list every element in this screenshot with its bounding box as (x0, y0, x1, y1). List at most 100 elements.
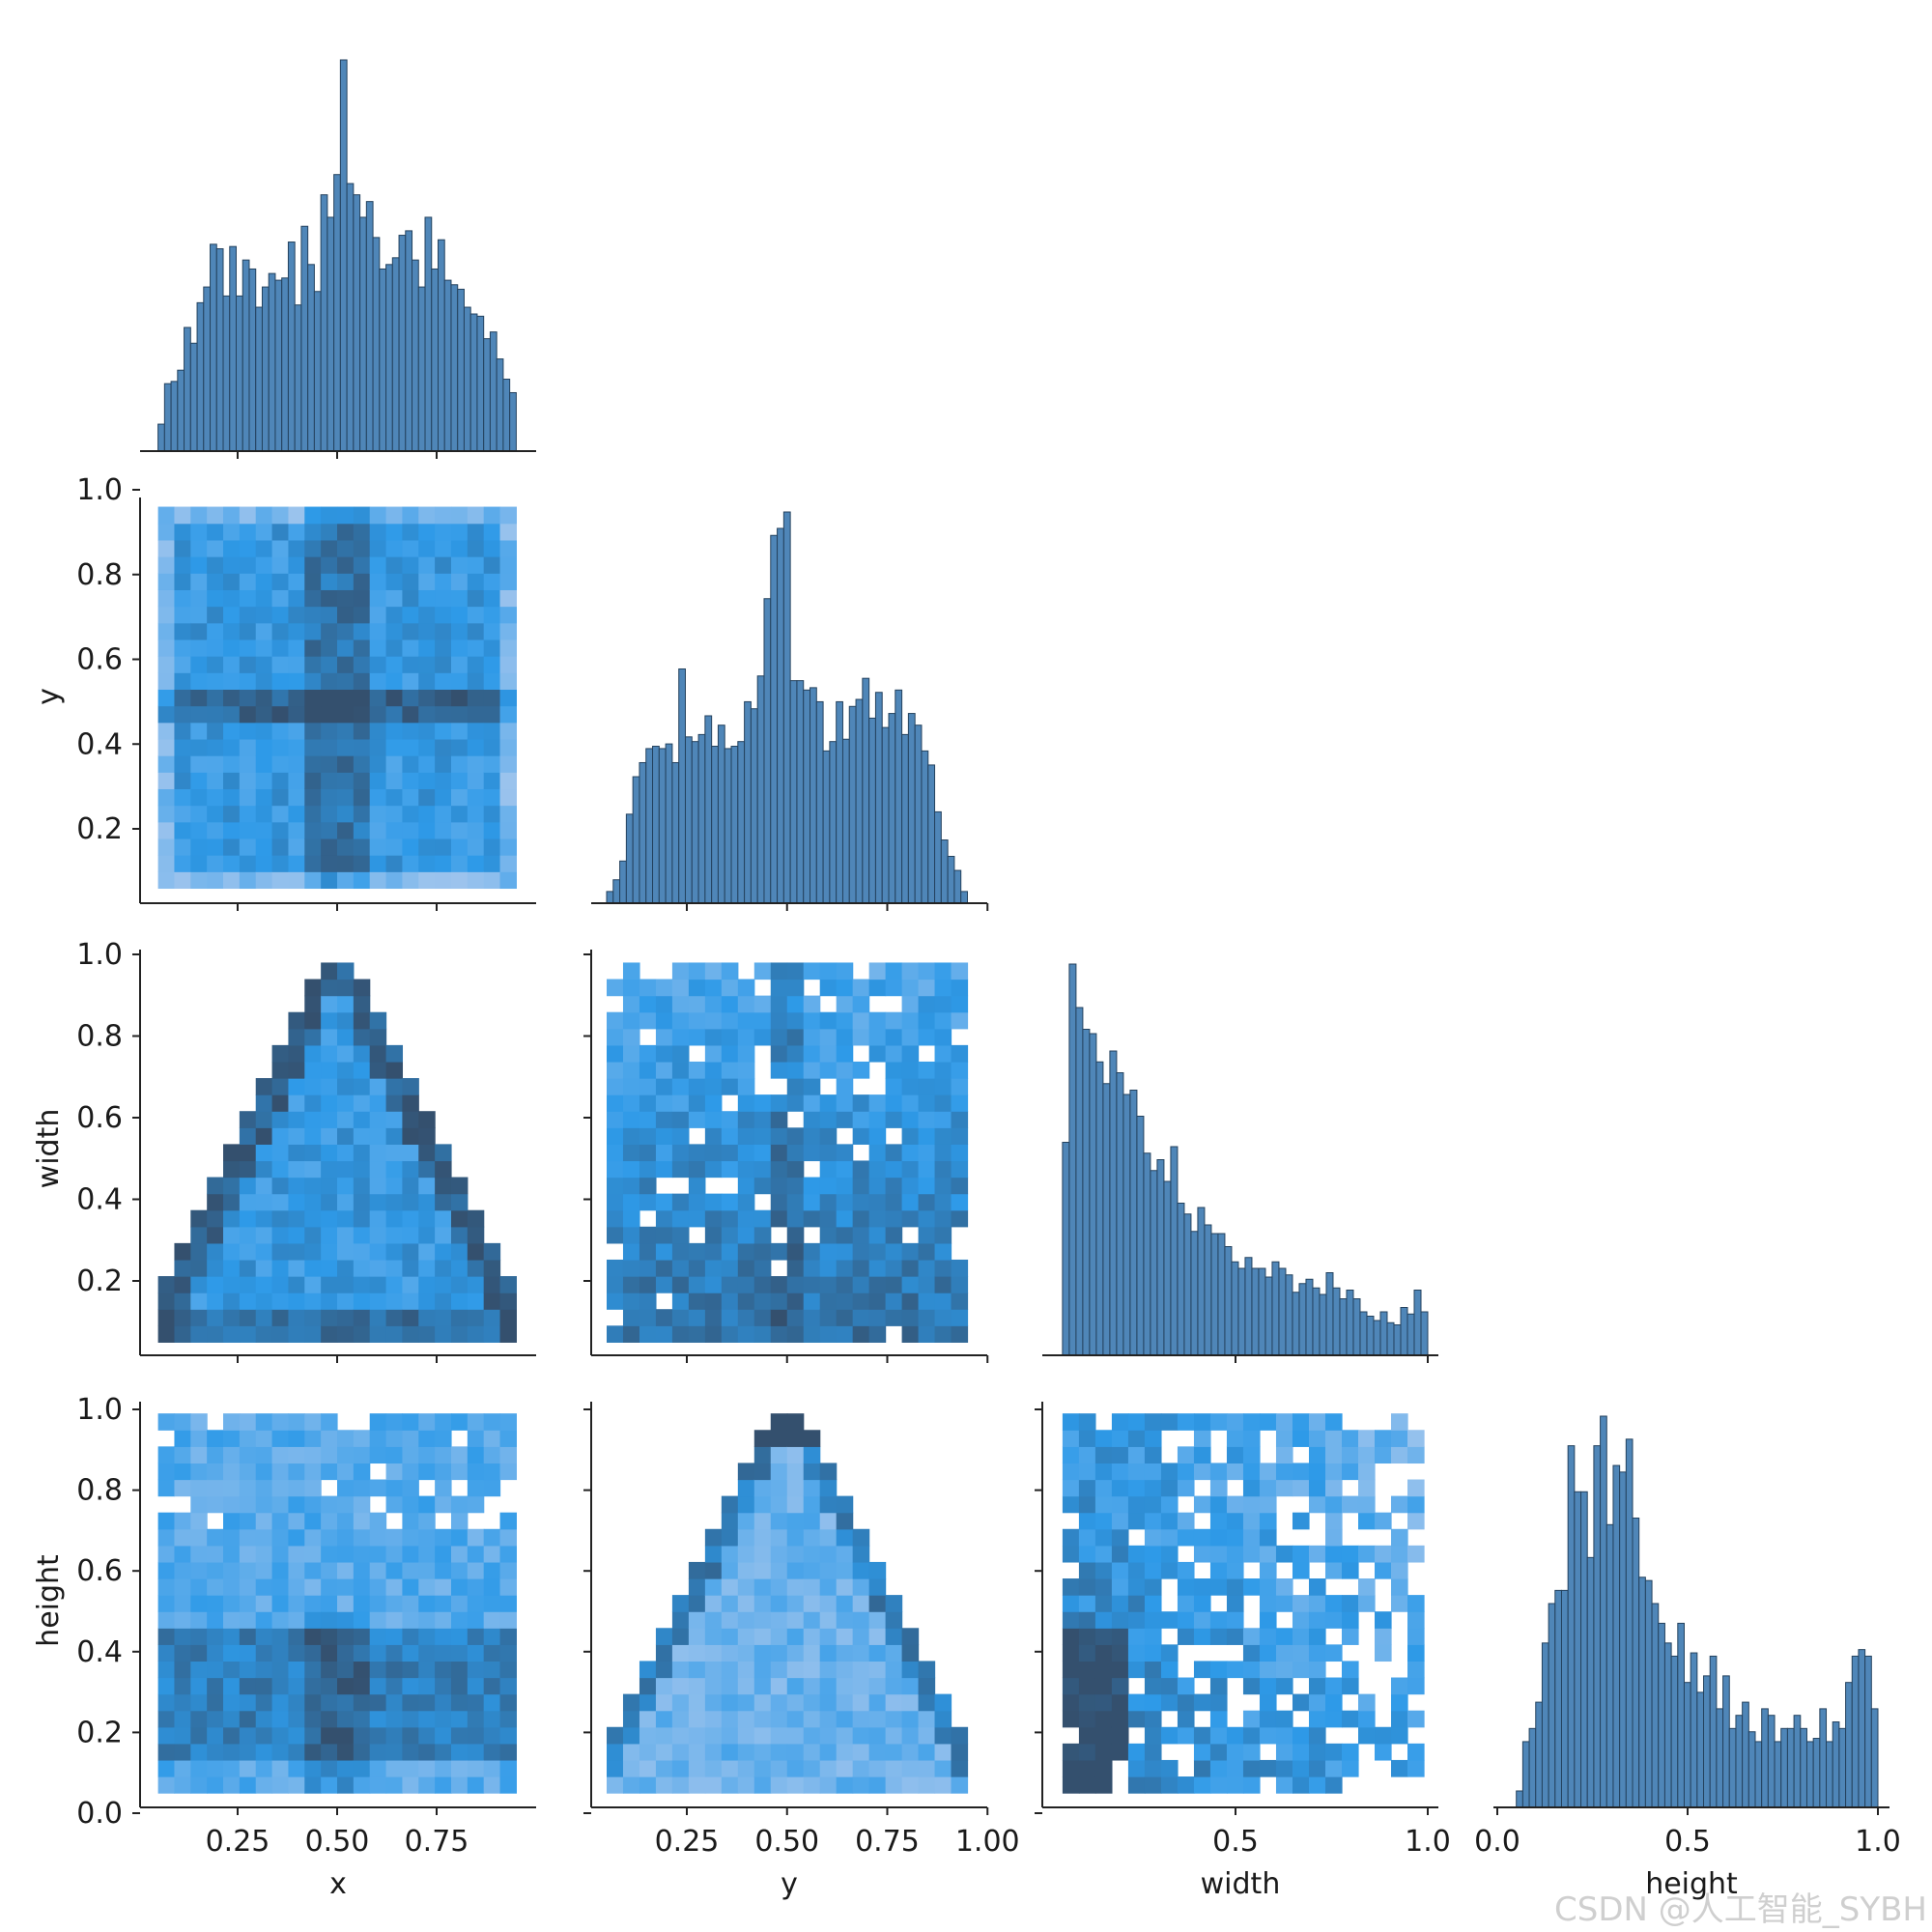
hist-bar (1516, 1790, 1523, 1808)
heatmap-cell (951, 962, 969, 980)
heatmap-cell (770, 1309, 788, 1326)
hist-bar (177, 369, 185, 452)
heatmap-cell (304, 1743, 322, 1761)
hist-bar (1366, 1316, 1375, 1356)
heatmap-cell (369, 1177, 387, 1195)
heatmap-cell (770, 962, 788, 980)
heatmap-cell (622, 1177, 640, 1195)
hist-bar (463, 306, 471, 452)
heatmap-cell (934, 1209, 952, 1228)
heatmap-cell (951, 1078, 969, 1095)
heatmap-cell (385, 1044, 404, 1063)
heatmap-cell (852, 1759, 870, 1777)
heatmap-cell (450, 788, 469, 807)
heatmap-cell (819, 1561, 838, 1579)
heatmap-cell (483, 1463, 501, 1481)
hist-bar (1420, 1311, 1429, 1356)
heatmap-cell (467, 1644, 485, 1662)
heatmap-cell (418, 1127, 436, 1145)
heatmap-cell (271, 1309, 290, 1326)
heatmap-cell (836, 1545, 854, 1563)
heatmap-cell (655, 1677, 673, 1695)
heatmap-cell (1209, 1495, 1228, 1514)
heatmap-cell (207, 1430, 224, 1447)
y-tick-label: 0.6 (76, 1101, 123, 1135)
heatmap-cell (190, 871, 208, 890)
heatmap-cell (786, 1309, 805, 1326)
heatmap-cell (1111, 1628, 1129, 1645)
heatmap-cell (655, 1759, 673, 1777)
heatmap-cell (1226, 1528, 1244, 1547)
heatmap-cell (435, 672, 452, 691)
heatmap-cell (607, 1177, 624, 1195)
heatmap-cell (435, 705, 452, 724)
heatmap-cell (288, 755, 305, 773)
heatmap-cell (499, 1276, 517, 1293)
heatmap-cell (1062, 1743, 1080, 1761)
heatmap-cell (418, 1209, 436, 1228)
hist-bar (907, 713, 916, 904)
heatmap-cell (1062, 1628, 1080, 1645)
heatmap-cell (1144, 1463, 1162, 1481)
heatmap-cell (1242, 1759, 1261, 1777)
heatmap-cell (852, 1094, 870, 1112)
heatmap-cell (418, 1545, 436, 1563)
heatmap-cell (157, 1595, 176, 1612)
heatmap-cell (819, 1479, 838, 1497)
x-tick-label: 1.0 (1405, 1825, 1451, 1859)
heatmap-cell (836, 1528, 854, 1547)
heatmap-cell (1275, 1446, 1293, 1464)
heatmap-cell (770, 1044, 788, 1063)
heatmap-cell (622, 1276, 640, 1293)
heatmap-cell (1193, 1661, 1211, 1679)
heatmap-cell (721, 1512, 739, 1530)
heatmap-cell (223, 772, 241, 790)
hist-bar (437, 239, 445, 452)
heatmap-cell (688, 1578, 706, 1596)
heatmap-cell (321, 1661, 338, 1679)
heatmap-cell (304, 979, 322, 997)
heatmap-cell (369, 1078, 387, 1095)
heatmap-cell (435, 838, 452, 856)
heatmap-cell (885, 1094, 903, 1112)
heatmap-cell (353, 1545, 371, 1563)
heatmap-cell (1324, 1561, 1343, 1579)
heatmap-cell (499, 1446, 517, 1464)
heatmap-cell (753, 1293, 772, 1310)
heatmap-cell (467, 523, 485, 541)
heatmap-cell (622, 1693, 640, 1712)
heatmap-cell (207, 805, 224, 823)
heatmap-cell (819, 1726, 838, 1745)
heatmap-cell (239, 1661, 257, 1679)
heatmap-cell (1062, 1446, 1080, 1464)
heatmap-cell (385, 705, 404, 724)
heatmap-cell (467, 1561, 485, 1579)
heatmap-cell (885, 1111, 903, 1128)
heatmap-cell (467, 1693, 485, 1712)
heatmap-cell (483, 1430, 501, 1447)
heatmap-cell (174, 788, 191, 807)
y-axis-label-row2: width (32, 1109, 66, 1189)
heatmap-cell (1160, 1776, 1179, 1794)
heatmap-cell (737, 1078, 755, 1095)
heatmap-cell (369, 589, 387, 608)
hist-bar (848, 705, 857, 904)
heatmap-cell (753, 1226, 772, 1244)
heatmap-cell (918, 1759, 936, 1777)
heatmap-cell (207, 1193, 224, 1211)
heatmap-cell (337, 788, 355, 807)
hist-bar (1612, 1464, 1621, 1808)
heatmap-cell (1094, 1463, 1113, 1481)
heatmap-cell (239, 1111, 257, 1128)
heatmap-cell (1078, 1446, 1096, 1464)
heatmap-cell (418, 1463, 436, 1481)
heatmap-cell (1226, 1595, 1244, 1612)
heatmap-cell (369, 705, 387, 724)
heatmap-cell (852, 1561, 870, 1579)
heatmap-cell (753, 1446, 772, 1464)
heatmap-cell (819, 1628, 838, 1645)
y-tick-label: 0.6 (76, 1554, 123, 1588)
heatmap-cell (255, 1160, 273, 1179)
heatmap-cell (737, 1628, 755, 1645)
heatmap-cell (418, 1309, 436, 1326)
